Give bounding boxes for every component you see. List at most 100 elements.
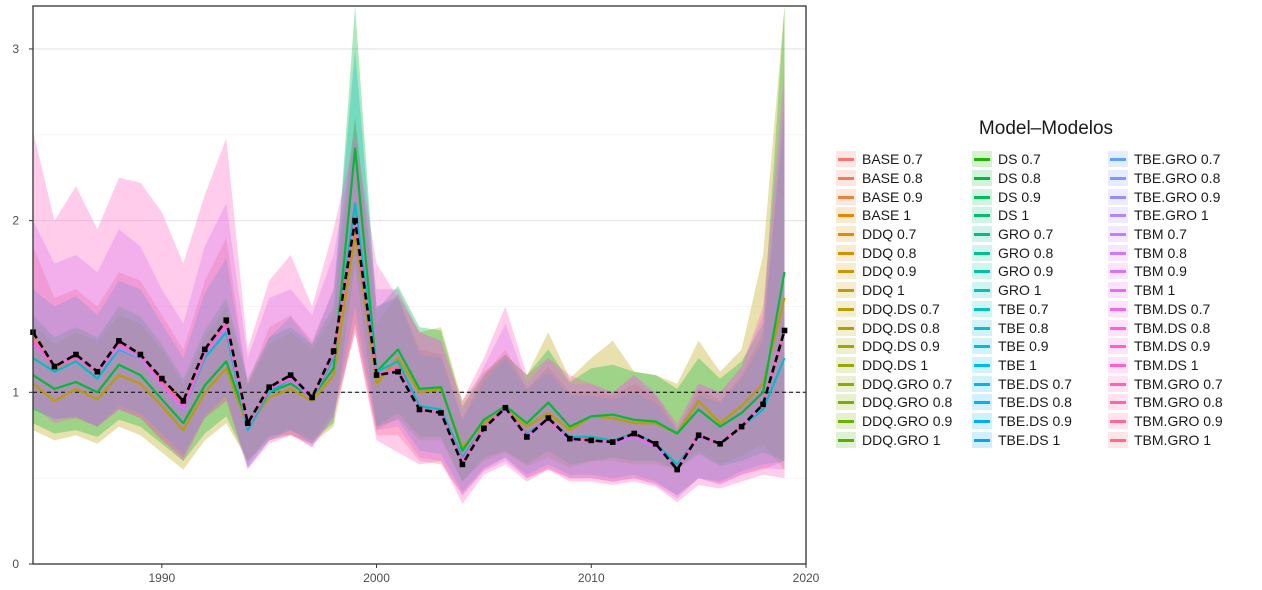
legend-item: DDQ.DS 0.7 bbox=[836, 300, 964, 319]
legend-key bbox=[836, 188, 856, 205]
legend-key-line bbox=[1110, 251, 1126, 255]
legend-label: TBE 0.7 bbox=[998, 300, 1049, 317]
legend-item: DS 0.8 bbox=[972, 169, 1100, 188]
legend-key-line bbox=[974, 363, 990, 367]
legend-key bbox=[1108, 412, 1128, 429]
legend-key bbox=[1108, 244, 1128, 261]
legend-key-line bbox=[974, 195, 990, 199]
legend-key bbox=[972, 431, 992, 448]
legend-item: TBM.GRO 1 bbox=[1108, 430, 1236, 449]
legend-item: DDQ 0.8 bbox=[836, 243, 964, 262]
series-point-reference bbox=[287, 372, 294, 378]
legend-key bbox=[972, 244, 992, 261]
legend-item: TBM 0.8 bbox=[1108, 243, 1236, 262]
chart-plot: 1990 2000 2010 2020 0 1 2 3 bbox=[12, 5, 820, 585]
legend-key-line bbox=[974, 382, 990, 386]
legend-item: DDQ.GRO 0.8 bbox=[836, 393, 964, 412]
x-tick-label: 2000 bbox=[363, 571, 390, 585]
legend-column: TBE.GRO 0.7 TBE.GRO 0.8 TBE.GRO 0.9 TBE.GRO… bbox=[1108, 150, 1236, 449]
series-point-reference bbox=[631, 430, 638, 437]
legend-label: BASE 0.9 bbox=[862, 188, 923, 205]
series-point-reference bbox=[201, 346, 208, 353]
legend-label: DDQ.GRO 1 bbox=[862, 431, 941, 448]
series-point-reference bbox=[352, 217, 358, 224]
series-point-reference bbox=[137, 351, 144, 358]
legend-item: TBM.DS 0.8 bbox=[1108, 318, 1236, 337]
legend-key-line bbox=[838, 345, 854, 349]
legend-key-line bbox=[838, 233, 854, 237]
legend-item: DDQ 0.7 bbox=[836, 225, 964, 244]
series-line-ddq-gro-1 bbox=[32, 147, 786, 452]
legend-key-line bbox=[838, 401, 854, 405]
legend-label: TBM.GRO 0.8 bbox=[1134, 394, 1223, 411]
legend-item: TBE.DS 0.7 bbox=[972, 374, 1100, 393]
legend-key bbox=[972, 263, 992, 280]
legend-item: TBE 0.9 bbox=[972, 337, 1100, 356]
legend-label: TBM.DS 0.7 bbox=[1134, 300, 1211, 317]
legend-key bbox=[1108, 319, 1128, 336]
legend-key bbox=[1108, 151, 1128, 168]
legend-label: TBM 1 bbox=[1134, 282, 1176, 299]
legend-key bbox=[1108, 431, 1128, 448]
legend-key bbox=[972, 394, 992, 411]
legend-key-line bbox=[974, 419, 990, 423]
legend-key bbox=[836, 300, 856, 317]
legend-item: TBE 1 bbox=[972, 356, 1100, 375]
series-point-reference bbox=[51, 363, 58, 370]
legend-key bbox=[836, 394, 856, 411]
legend-label: GRO 0.7 bbox=[998, 226, 1054, 243]
legend-item: DDQ.DS 0.8 bbox=[836, 318, 964, 337]
series-point-reference bbox=[717, 441, 723, 447]
legend-key-line bbox=[974, 270, 990, 274]
series-point-reference bbox=[588, 437, 595, 444]
legend-key-line bbox=[974, 307, 990, 311]
series-point-reference bbox=[695, 432, 702, 439]
legend-item: TBE 0.7 bbox=[972, 300, 1100, 319]
legend-key bbox=[836, 319, 856, 336]
legend-item: DS 1 bbox=[972, 206, 1100, 225]
legend-key bbox=[836, 431, 856, 448]
series-point-reference bbox=[159, 375, 165, 382]
x-tick-label: 1990 bbox=[148, 571, 175, 585]
legend-label: DDQ 1 bbox=[862, 282, 905, 299]
legend-key-line bbox=[1110, 382, 1126, 386]
legend-label: TBE.DS 0.7 bbox=[998, 375, 1072, 392]
legend-label: TBM 0.9 bbox=[1134, 263, 1187, 280]
legend-key-line bbox=[838, 419, 854, 423]
x-tick-label: 2010 bbox=[578, 571, 605, 585]
legend-key bbox=[836, 412, 856, 429]
legend-key bbox=[972, 226, 992, 243]
series-point-reference bbox=[481, 425, 487, 432]
legend-key-line bbox=[838, 363, 854, 367]
legend-label: BASE 0.7 bbox=[862, 151, 923, 168]
legend-key bbox=[972, 207, 992, 224]
series-point-reference bbox=[674, 466, 680, 473]
legend-key bbox=[836, 226, 856, 243]
legend-label: TBE 0.8 bbox=[998, 319, 1049, 336]
legend-key bbox=[972, 282, 992, 299]
legend-key bbox=[836, 244, 856, 261]
legend-item: TBM 0.7 bbox=[1108, 225, 1236, 244]
legend-key bbox=[836, 263, 856, 280]
legend-item: TBM 1 bbox=[1108, 281, 1236, 300]
legend-item: DDQ 1 bbox=[836, 281, 964, 300]
y-tick-label: 0 bbox=[12, 557, 19, 571]
series-point-reference bbox=[502, 404, 509, 411]
legend-key bbox=[1108, 263, 1128, 280]
series-point-reference bbox=[330, 348, 337, 354]
legend-key bbox=[1108, 356, 1128, 373]
series-point-reference bbox=[266, 384, 272, 390]
legend-key bbox=[972, 170, 992, 187]
legend-item: BASE 1 bbox=[836, 206, 964, 225]
legend-label: TBE.GRO 0.8 bbox=[1134, 170, 1221, 187]
legend-label: TBM 0.7 bbox=[1134, 226, 1187, 243]
series-point-reference bbox=[73, 351, 79, 358]
legend-key-line bbox=[838, 289, 854, 293]
legend-key bbox=[972, 188, 992, 205]
legend-key-line bbox=[838, 158, 854, 162]
legend-key-line bbox=[1110, 326, 1126, 330]
legend-key-line bbox=[838, 177, 854, 181]
legend-label: DDQ.DS 0.7 bbox=[862, 300, 940, 317]
legend-key-line bbox=[1110, 177, 1126, 181]
series-point-reference bbox=[416, 406, 423, 413]
